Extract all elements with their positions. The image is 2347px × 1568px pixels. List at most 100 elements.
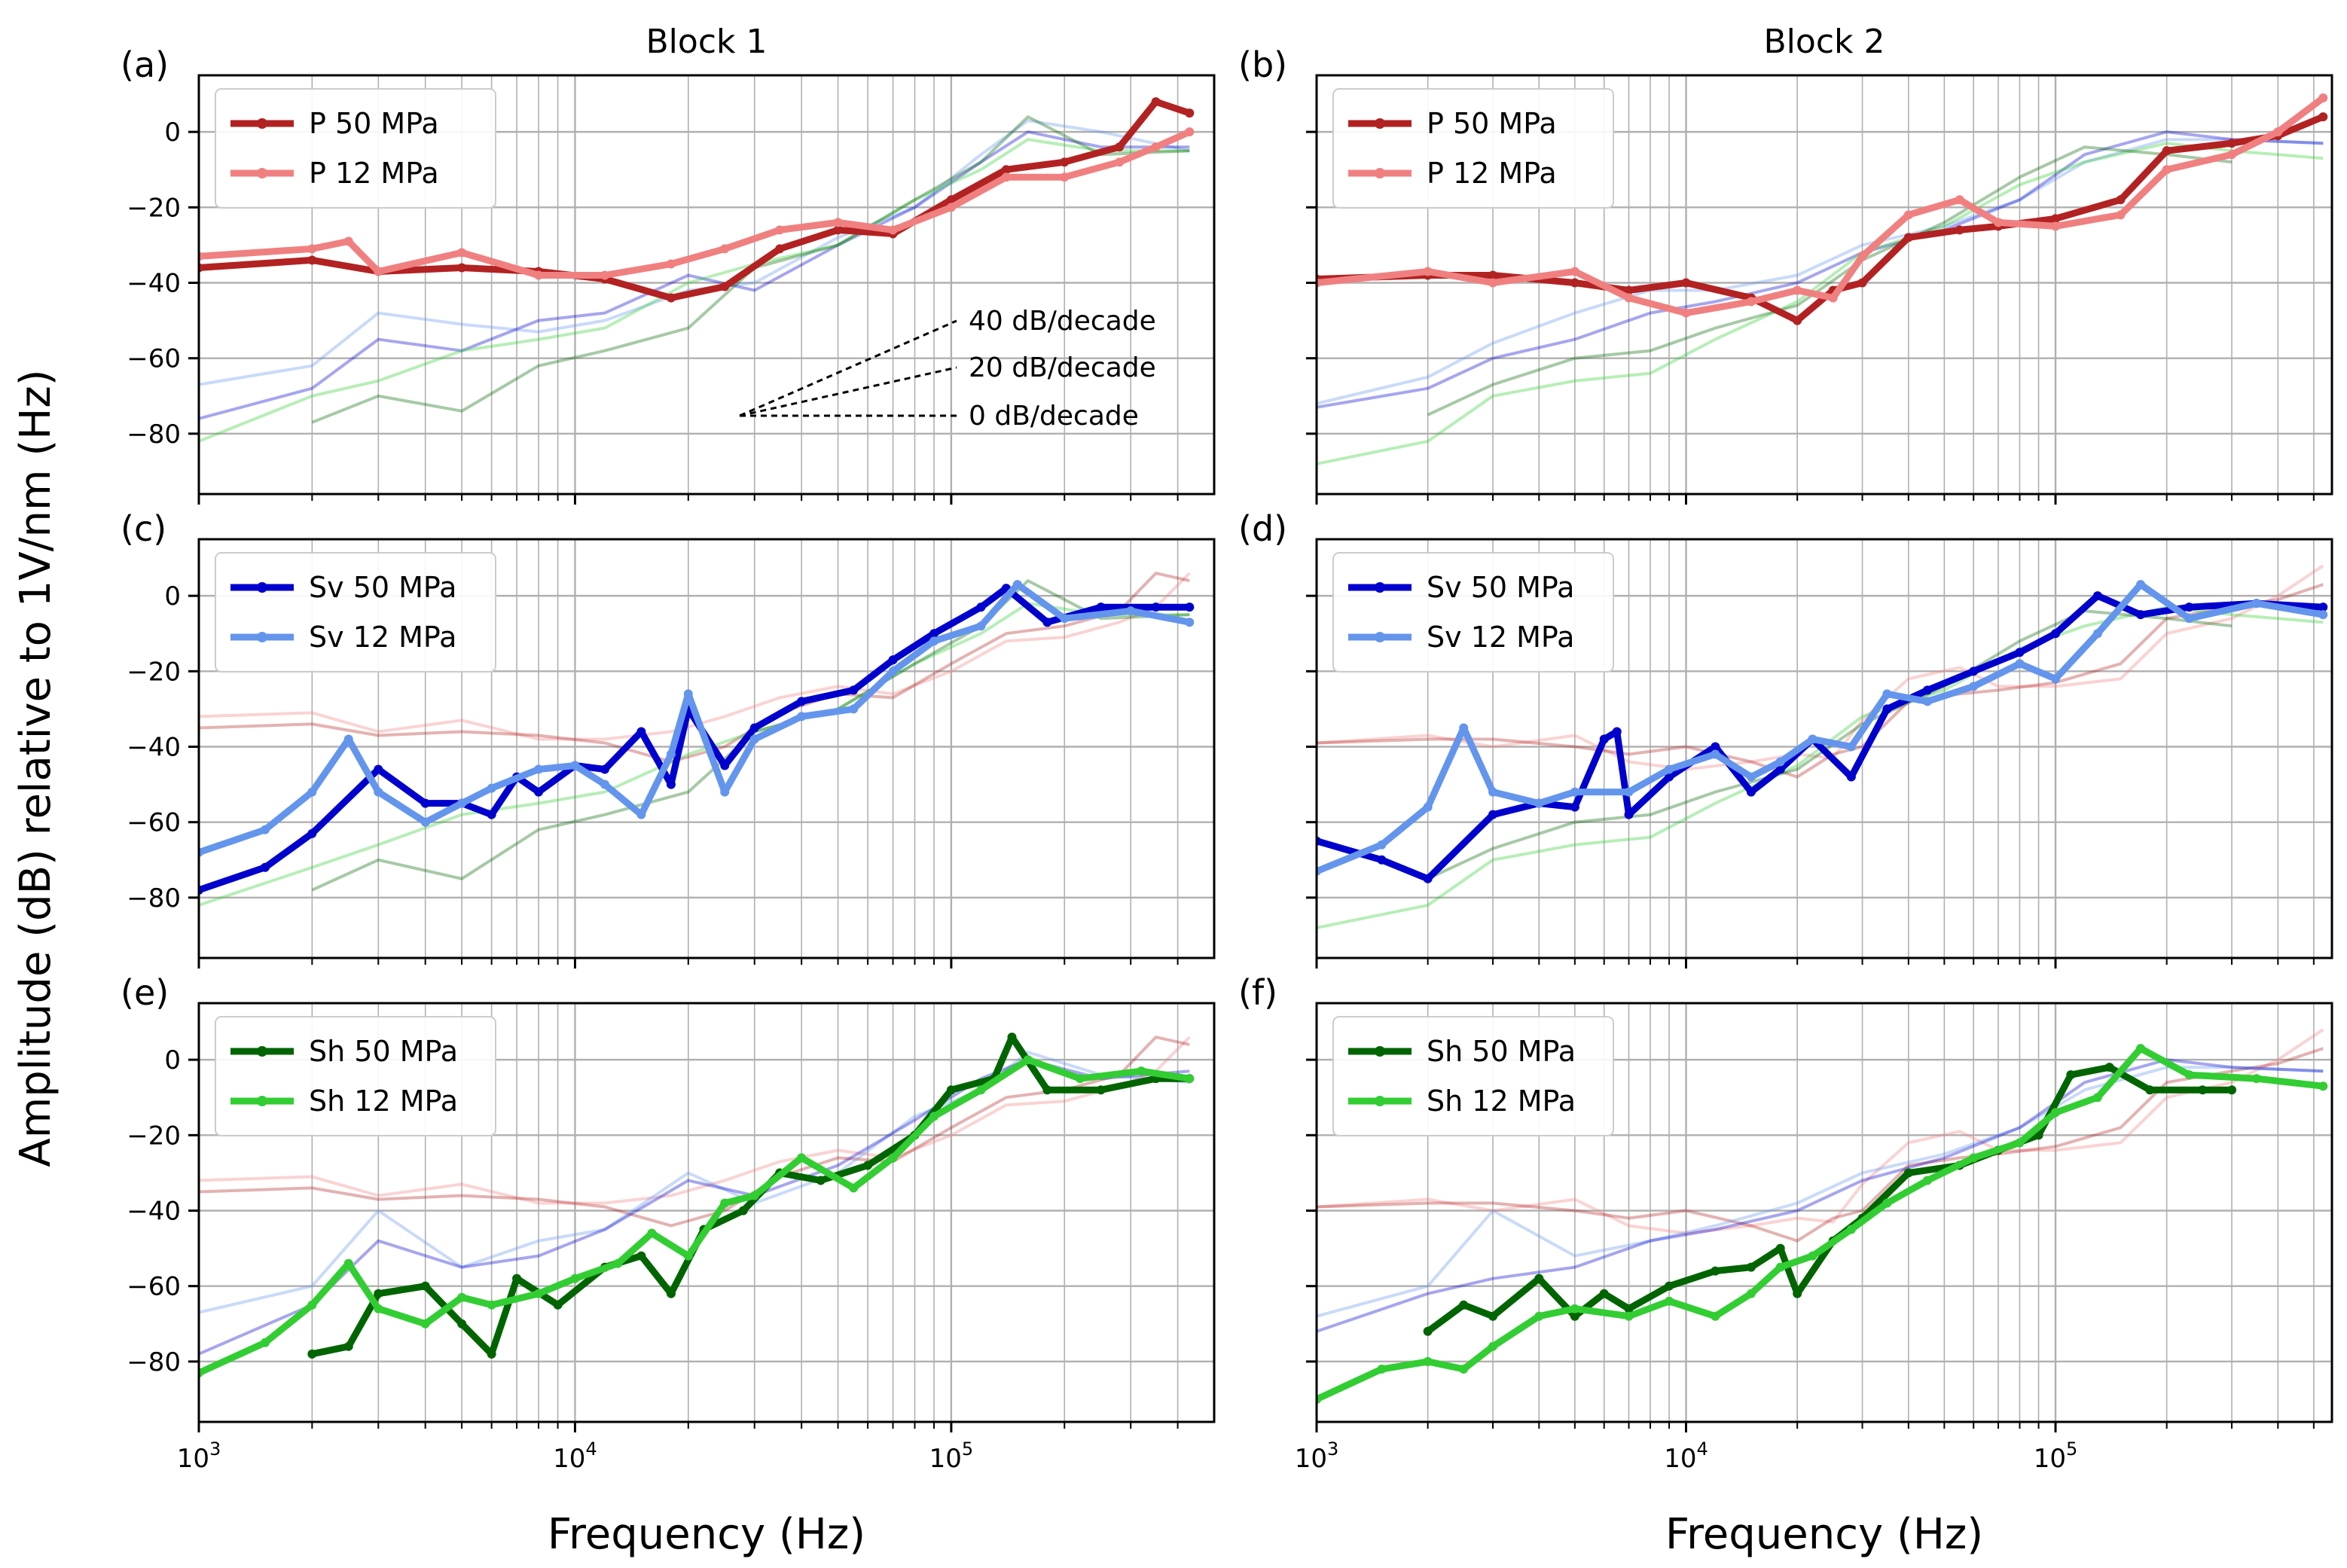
panel-c-legend-label-sv-12-mpa: Sv 12 MPa (309, 621, 456, 654)
panel-b-background-series-3 (1427, 145, 2233, 416)
slope-line-40 (739, 319, 957, 417)
panel-f-point-sh-12-mpa (1922, 1176, 1932, 1185)
panel-d-point-sv-12-mpa (1969, 682, 1979, 691)
panel-a-point-p-50-mpa (457, 263, 467, 273)
panel-c-point-sv-50-mpa (1185, 602, 1195, 612)
panel-e-xtick-label: 105 (929, 1438, 974, 1474)
panel-a-point-p-12-mpa (1001, 172, 1011, 182)
panel-a-legend: P 50 MPa P 12 MPa (215, 88, 496, 209)
panel-a-point-p-50-mpa (720, 282, 730, 291)
panel-b-tag: (b) (1238, 44, 1287, 85)
panel-f-point-sh-50-mpa (2227, 1085, 2237, 1095)
panel-e-ytick-label: −60 (127, 1272, 181, 1302)
panel-f-point-sh-50-mpa (1903, 1168, 1913, 1178)
panel-e-point-sh-12-mpa (260, 1338, 270, 1347)
panel-c-point-sv-50-mpa (849, 685, 859, 695)
panel-e-point-sh-12-mpa (1075, 1074, 1085, 1084)
panel-c-point-sv-12-mpa (849, 704, 859, 714)
panel-a-plot-area (199, 97, 1195, 443)
panel-e-point-sh-12-mpa (1137, 1066, 1146, 1076)
panel-d-point-sv-50-mpa (1612, 727, 1622, 737)
panel-c-point-sv-50-mpa (487, 810, 496, 819)
panel-b-frame (1315, 74, 2333, 496)
panel-c-point-sv-12-mpa (683, 689, 693, 699)
panel-b-point-p-12-mpa (1994, 218, 2004, 227)
panel-e-point-sh-50-mpa (374, 1289, 383, 1298)
panel-c-point-sv-12-mpa (636, 810, 646, 819)
panel-c-point-sv-12-mpa (929, 636, 939, 646)
panel-c-point-sv-12-mpa (797, 712, 807, 721)
panel-c-background-series-0 (199, 572, 1191, 741)
panel-d-tag: (d) (1238, 508, 1287, 549)
panel-d-point-sv-12-mpa (2318, 610, 2328, 620)
panel-e-point-sh-50-mpa (1042, 1085, 1052, 1095)
panel-d-legend-box (1332, 552, 1614, 673)
panel-e-point-sh-12-mpa (613, 1258, 623, 1268)
panel-a-point-p-12-mpa (946, 203, 956, 212)
panel-b-point-p-50-mpa (1793, 316, 1802, 325)
panel-d-series-sv-12-mpa (1317, 581, 2327, 875)
panel-e-point-sh-12-mpa (570, 1274, 580, 1283)
panel-e-point-sh-12-mpa (929, 1112, 939, 1121)
panel-c-point-sv-50-mpa (307, 828, 317, 838)
panel-d-point-sv-12-mpa (1624, 787, 1634, 797)
panel-d-background-series-1 (1317, 583, 2324, 779)
panel-f-point-sh-50-mpa (1488, 1311, 1498, 1321)
panel-c-ytick-label: −60 (127, 808, 181, 838)
panel-f-point-sh-12-mpa (1969, 1153, 1979, 1163)
panel-f-point-sh-12-mpa (1624, 1311, 1634, 1321)
panel-f-point-sh-12-mpa (2318, 1081, 2328, 1091)
panel-d-point-sv-12-mpa (1711, 749, 1720, 759)
panel-e-plot-area (199, 1033, 1195, 1377)
panel-f-point-sh-50-mpa (1423, 1326, 1433, 1336)
panel-b-background-series-0 (1317, 138, 2324, 405)
panel-a-point-p-12-mpa (1115, 157, 1125, 167)
panel-c-point-sv-12-mpa (534, 764, 544, 774)
panel-d-point-sv-12-mpa (2251, 599, 2261, 609)
panel-c-point-sv-50-mpa (666, 779, 676, 789)
panel-b-point-p-12-mpa (1746, 297, 1756, 307)
panel-a-point-p-12-mpa (1185, 127, 1195, 137)
panel-c-point-sv-50-mpa (1151, 602, 1161, 612)
panel-a-legend-label-p-12-mpa: P 12 MPa (309, 157, 439, 190)
panel-f-point-sh-50-mpa (1775, 1243, 1785, 1253)
panel-c-point-sv-12-mpa (749, 734, 759, 744)
panel-f-point-sh-12-mpa (1808, 1251, 1817, 1261)
panel-b-point-p-12-mpa (1681, 308, 1691, 318)
panel-e-point-sh-50-mpa (738, 1206, 748, 1216)
panel-b-point-p-50-mpa (1570, 278, 1579, 288)
panels: 0 −20 −40 −60 −80 (a) P 50 MPa P 12 MPa (b) P 50 … (121, 44, 2333, 1474)
panel-c-ytick-label: 0 (164, 581, 181, 612)
panel-a-point-p-50-mpa (1151, 97, 1161, 107)
panel-f-point-sh-12-mpa (2051, 1108, 2061, 1118)
panel-b-point-p-50-mpa (1681, 278, 1691, 288)
panel-d-background-series-0 (1317, 564, 2324, 771)
panel-e-point-sh-50-mpa (816, 1176, 826, 1185)
panel-f-point-sh-50-mpa (1793, 1289, 1802, 1298)
panel-c-point-sv-50-mpa (797, 697, 807, 706)
panel-a-ytick-label: −20 (127, 193, 181, 223)
panel-f-point-sh-50-mpa (1665, 1281, 1674, 1291)
slope-label-0: 0 dB/decade (969, 401, 1139, 432)
panel-d-legend-marker-sv-50-mpa (1375, 582, 1385, 593)
panel-a-point-p-12-mpa (666, 259, 676, 269)
panel-f-point-sh-50-mpa (1746, 1262, 1756, 1272)
panel-b-point-p-50-mpa (1857, 278, 1867, 288)
panel-d-point-sv-50-mpa (1846, 772, 1856, 782)
panel-f-legend-marker-sh-12-mpa (1375, 1096, 1385, 1106)
panel-d-point-sv-50-mpa (1488, 810, 1498, 819)
panel-b-point-p-50-mpa (1903, 233, 1913, 243)
panel-e-point-sh-12-mpa (534, 1289, 544, 1298)
panel-e-background-series-0 (199, 1036, 1191, 1205)
panel-c-point-sv-12-mpa (343, 734, 353, 744)
panel-b-legend-label-p-12-mpa: P 12 MPa (1427, 157, 1557, 190)
slope-line-20 (739, 366, 957, 417)
panel-d-legend: Sv 50 MPa Sv 12 MPa (1332, 552, 1614, 673)
panel-a-point-p-50-mpa (1060, 157, 1070, 167)
panel-c-point-sv-50-mpa (749, 723, 759, 733)
panel-d-point-sv-50-mpa (1711, 742, 1720, 752)
panel-e-point-sh-12-mpa (343, 1258, 353, 1268)
panel-f-legend-label-sh-12-mpa: Sh 12 MPa (1427, 1084, 1576, 1118)
panel-c-frame (197, 538, 1216, 959)
